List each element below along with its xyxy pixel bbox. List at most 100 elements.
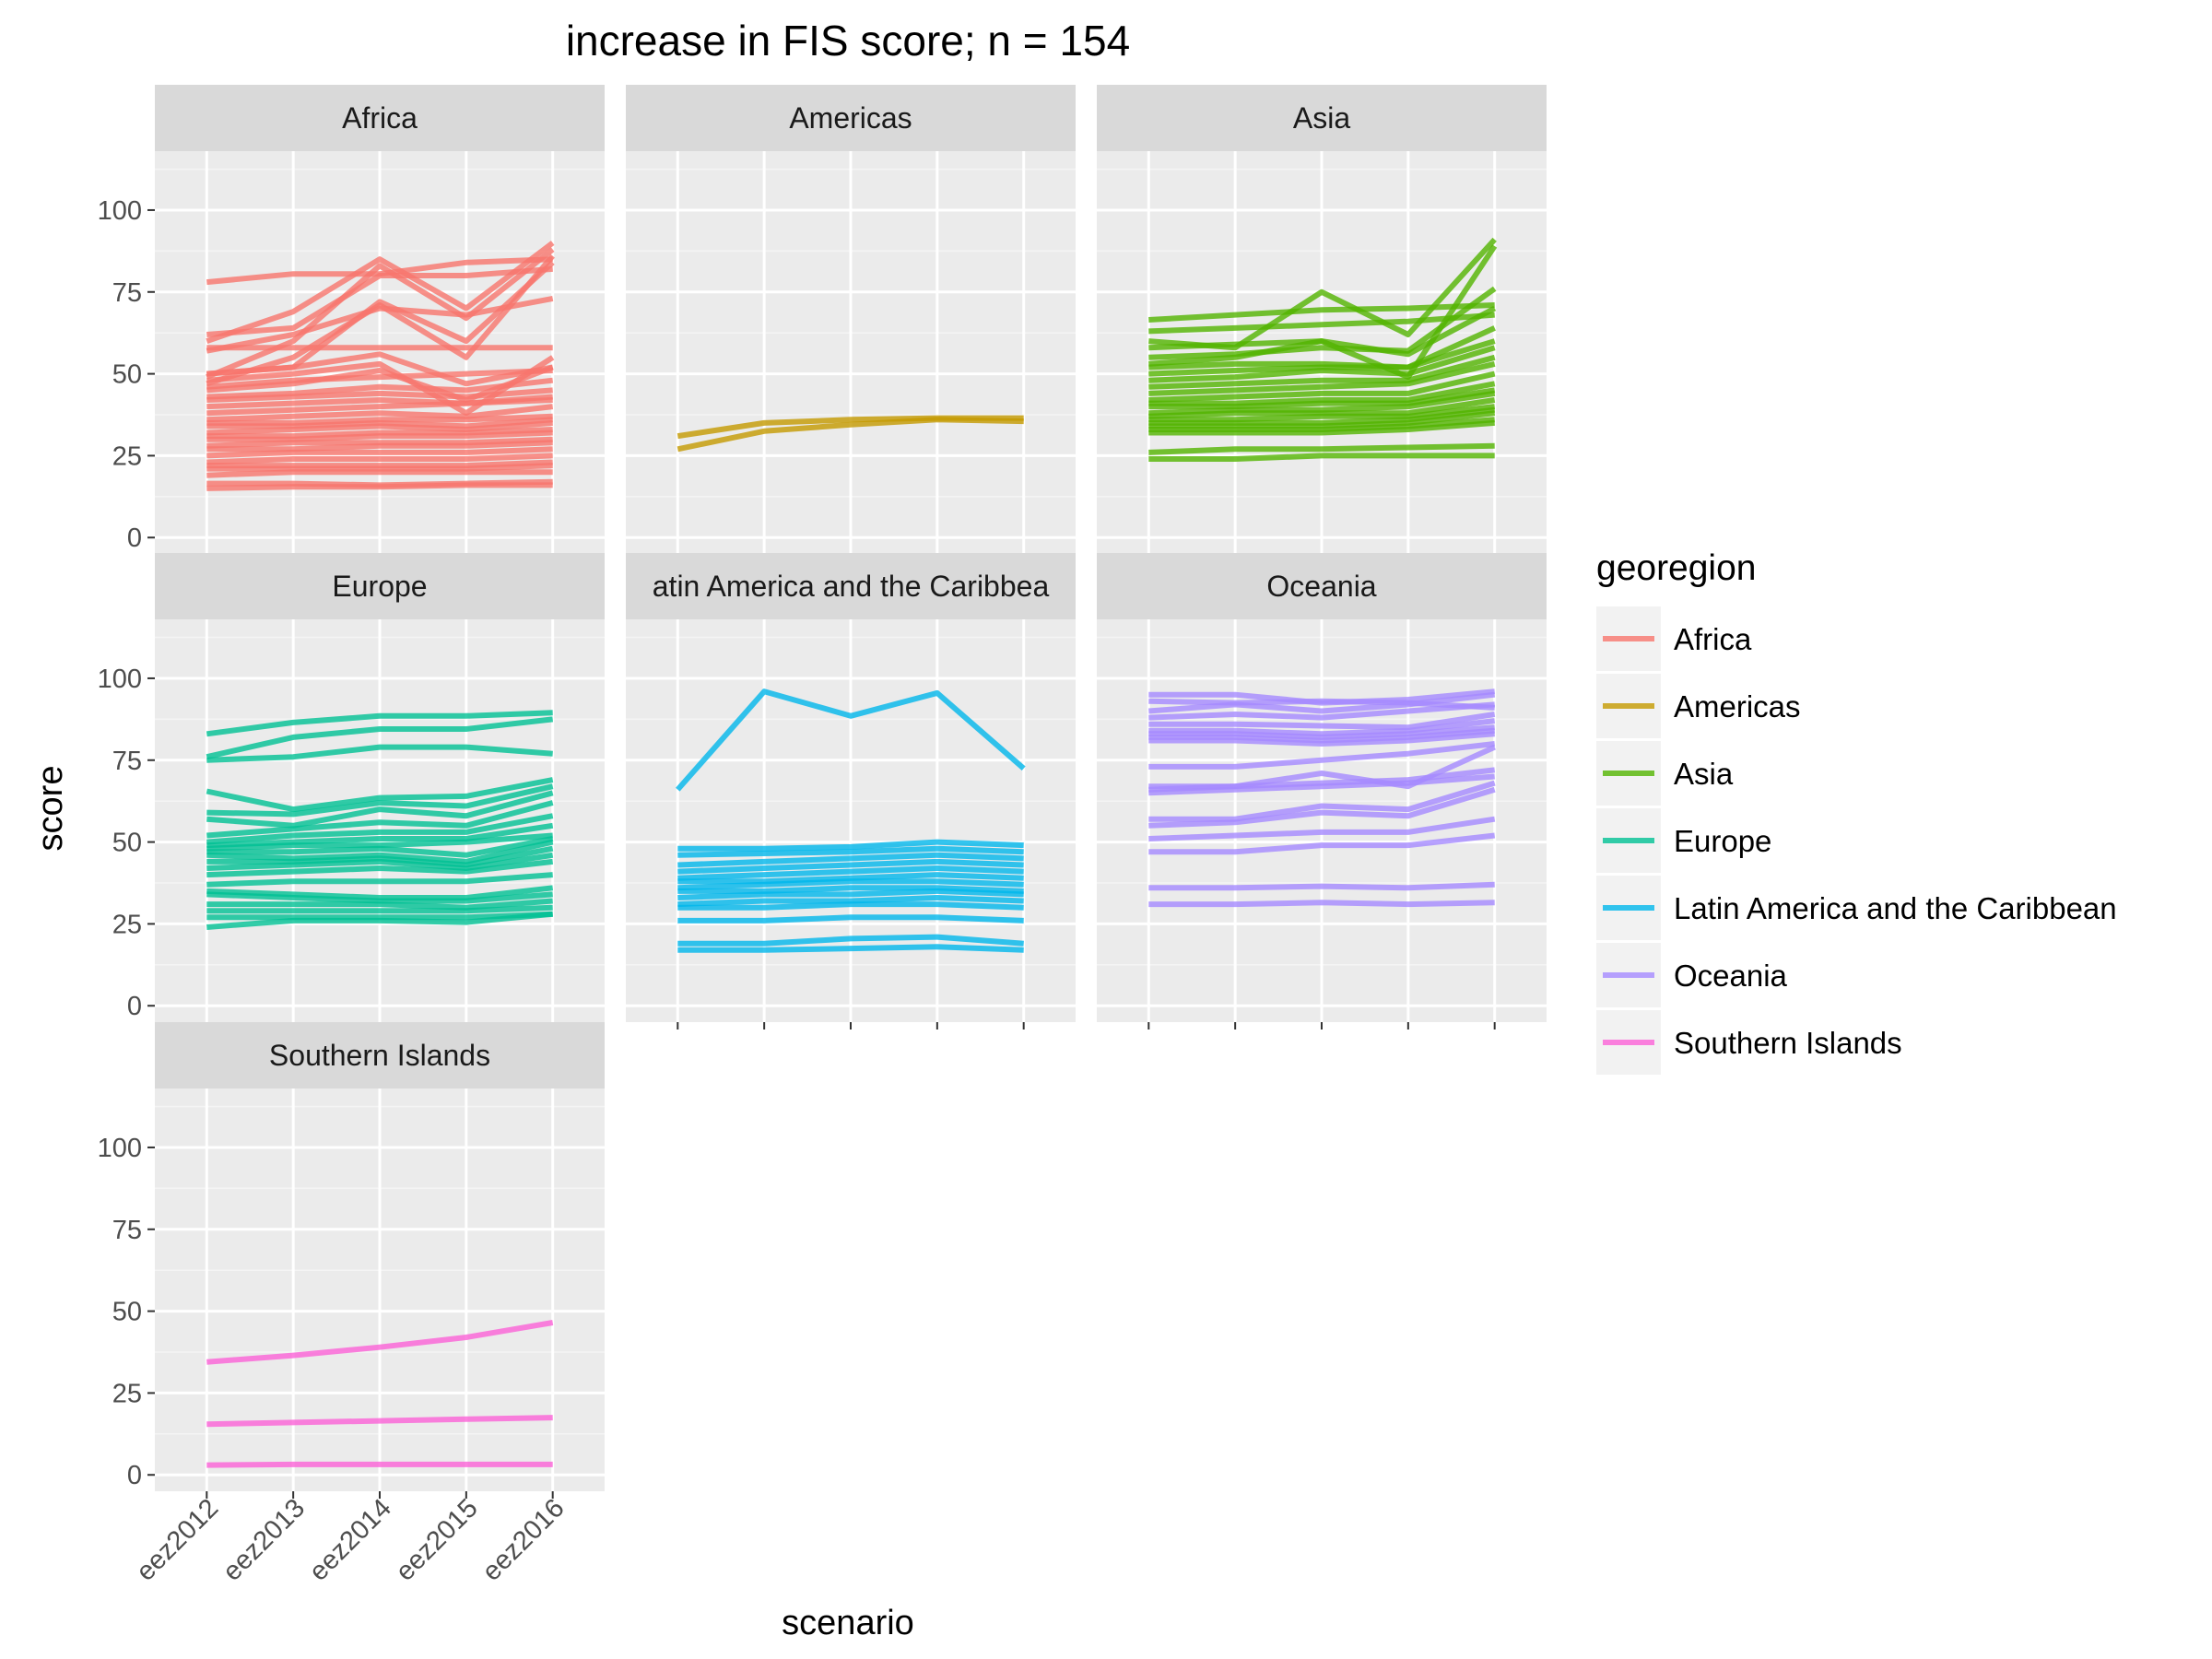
y-tick-label: 100 — [98, 196, 142, 226]
series-line-4-13 — [206, 845, 554, 868]
series-line-3-2 — [1148, 312, 1495, 335]
series-group — [206, 241, 555, 491]
series-line-3-20 — [1148, 417, 1495, 432]
y-tick-label: 100 — [98, 665, 142, 694]
series-line-5-11 — [677, 895, 1024, 908]
series-line-5-7 — [677, 872, 1024, 885]
series-line-4-6 — [206, 790, 554, 829]
series-line-6-9 — [1148, 731, 1495, 747]
series-line-4-7 — [206, 800, 554, 839]
series-line-5-1 — [676, 688, 1026, 792]
series-line-6-14 — [1148, 780, 1496, 822]
series-line-4-20 — [206, 904, 553, 914]
series-line-4-8 — [206, 813, 554, 845]
series-line-1-9 — [206, 351, 554, 387]
series-line-1-24 — [206, 440, 553, 453]
facet-panel-1: Americas — [626, 85, 1076, 561]
y-tick-label: 0 — [127, 524, 142, 553]
series-line-3-5 — [1148, 286, 1497, 360]
series-line-5-5 — [677, 858, 1024, 875]
y-tick-label: 50 — [112, 1298, 142, 1327]
series-line-4-16 — [206, 872, 553, 888]
series-line-1-17 — [206, 404, 554, 423]
series-line-1-18 — [206, 413, 553, 426]
series-line-4-19 — [206, 898, 553, 911]
series-line-1-22 — [206, 429, 553, 442]
series-line-3-15 — [1148, 390, 1496, 417]
series-line-5-6 — [677, 865, 1024, 881]
legend-entry: Latin America and the Caribbean — [1596, 876, 2117, 940]
series-line-6-13 — [1148, 773, 1495, 796]
series-line-3-13 — [1148, 381, 1496, 406]
series-line-1-23 — [206, 436, 553, 449]
series-group — [206, 1320, 554, 1468]
series-line-4-14 — [206, 852, 554, 871]
facet-strip — [626, 553, 1076, 619]
y-tick-label: 25 — [112, 441, 142, 471]
legend: georegion Africa Americas Asia Europe Latin … — [1596, 548, 2117, 1075]
y-tick-label: 75 — [112, 278, 142, 308]
series-line-4-10 — [206, 832, 553, 852]
series-line-5-4 — [677, 852, 1024, 868]
series-line-1-7 — [206, 253, 555, 387]
series-line-4-15 — [206, 858, 554, 878]
legend-label: Europe — [1674, 824, 1771, 858]
legend-entry: Europe — [1596, 808, 1771, 873]
series-line-3-1 — [1148, 302, 1495, 323]
y-tick-label: 25 — [112, 1379, 142, 1408]
series-line-3-16 — [1148, 397, 1496, 419]
series-line-4-4 — [206, 777, 554, 813]
facet-panel-5: Oceania — [1097, 553, 1547, 1030]
series-line-5-9 — [677, 885, 1024, 894]
facet-strip — [155, 1022, 605, 1088]
legend-entry: Oceania — [1596, 943, 1788, 1007]
series-line-5-15 — [677, 944, 1024, 953]
facet-strip — [1097, 553, 1547, 619]
series-line-4-5 — [206, 783, 554, 818]
series-line-6-18 — [1148, 881, 1495, 891]
y-tick-label: 50 — [112, 360, 142, 390]
series-line-6-8 — [1148, 727, 1495, 744]
facet-panel-4: atin America and the Caribbea — [626, 553, 1076, 1030]
series-line-4-3 — [206, 744, 553, 763]
series-line-1-14 — [206, 387, 553, 403]
x-axis-title: scenario — [782, 1604, 914, 1642]
series-line-3-17 — [1148, 404, 1496, 423]
series-line-6-12 — [1148, 767, 1496, 793]
series-line-6-6 — [1148, 718, 1496, 737]
facet-panel-2: Asia — [1097, 85, 1547, 561]
facet-strip — [1097, 85, 1547, 151]
legend-title: georegion — [1596, 548, 1756, 588]
facet-panel-3: Europe 0 25 50 75 100 — [98, 553, 605, 1030]
series-line-4-9 — [206, 822, 554, 849]
legend-entry: Asia — [1596, 741, 1734, 806]
series-line-6-4 — [1148, 701, 1495, 721]
series-line-5-3 — [677, 845, 1024, 858]
y-axis-title: score — [31, 766, 70, 852]
series-group — [1148, 688, 1496, 908]
legend-entry: Americas — [1596, 674, 1801, 738]
facet-strip — [155, 553, 605, 619]
series-line-6-5 — [1148, 712, 1496, 731]
series-line-7-1 — [206, 1320, 554, 1365]
series-line-4-1 — [206, 710, 553, 737]
series-line-1-27 — [206, 459, 553, 469]
series-line-1-29 — [206, 469, 553, 478]
series-group — [676, 688, 1026, 953]
series-line-1-19 — [206, 417, 553, 429]
series-line-3-18 — [1148, 406, 1496, 426]
series-line-6-2 — [1148, 698, 1495, 711]
legend-label: Latin America and the Caribbean — [1674, 891, 2117, 925]
series-line-5-10 — [677, 888, 1024, 900]
series-line-1-31 — [206, 482, 553, 491]
y-tick-label: 0 — [127, 992, 142, 1021]
series-line-1-2 — [206, 265, 553, 337]
series-line-3-23 — [1148, 453, 1495, 462]
series-line-6-17 — [1148, 832, 1496, 855]
series-line-2-2 — [677, 417, 1024, 453]
facet-strip-label: Europe — [332, 570, 427, 603]
series-line-4-11 — [206, 836, 554, 858]
series-line-3-19 — [1148, 410, 1496, 429]
series-line-1-26 — [206, 453, 553, 465]
